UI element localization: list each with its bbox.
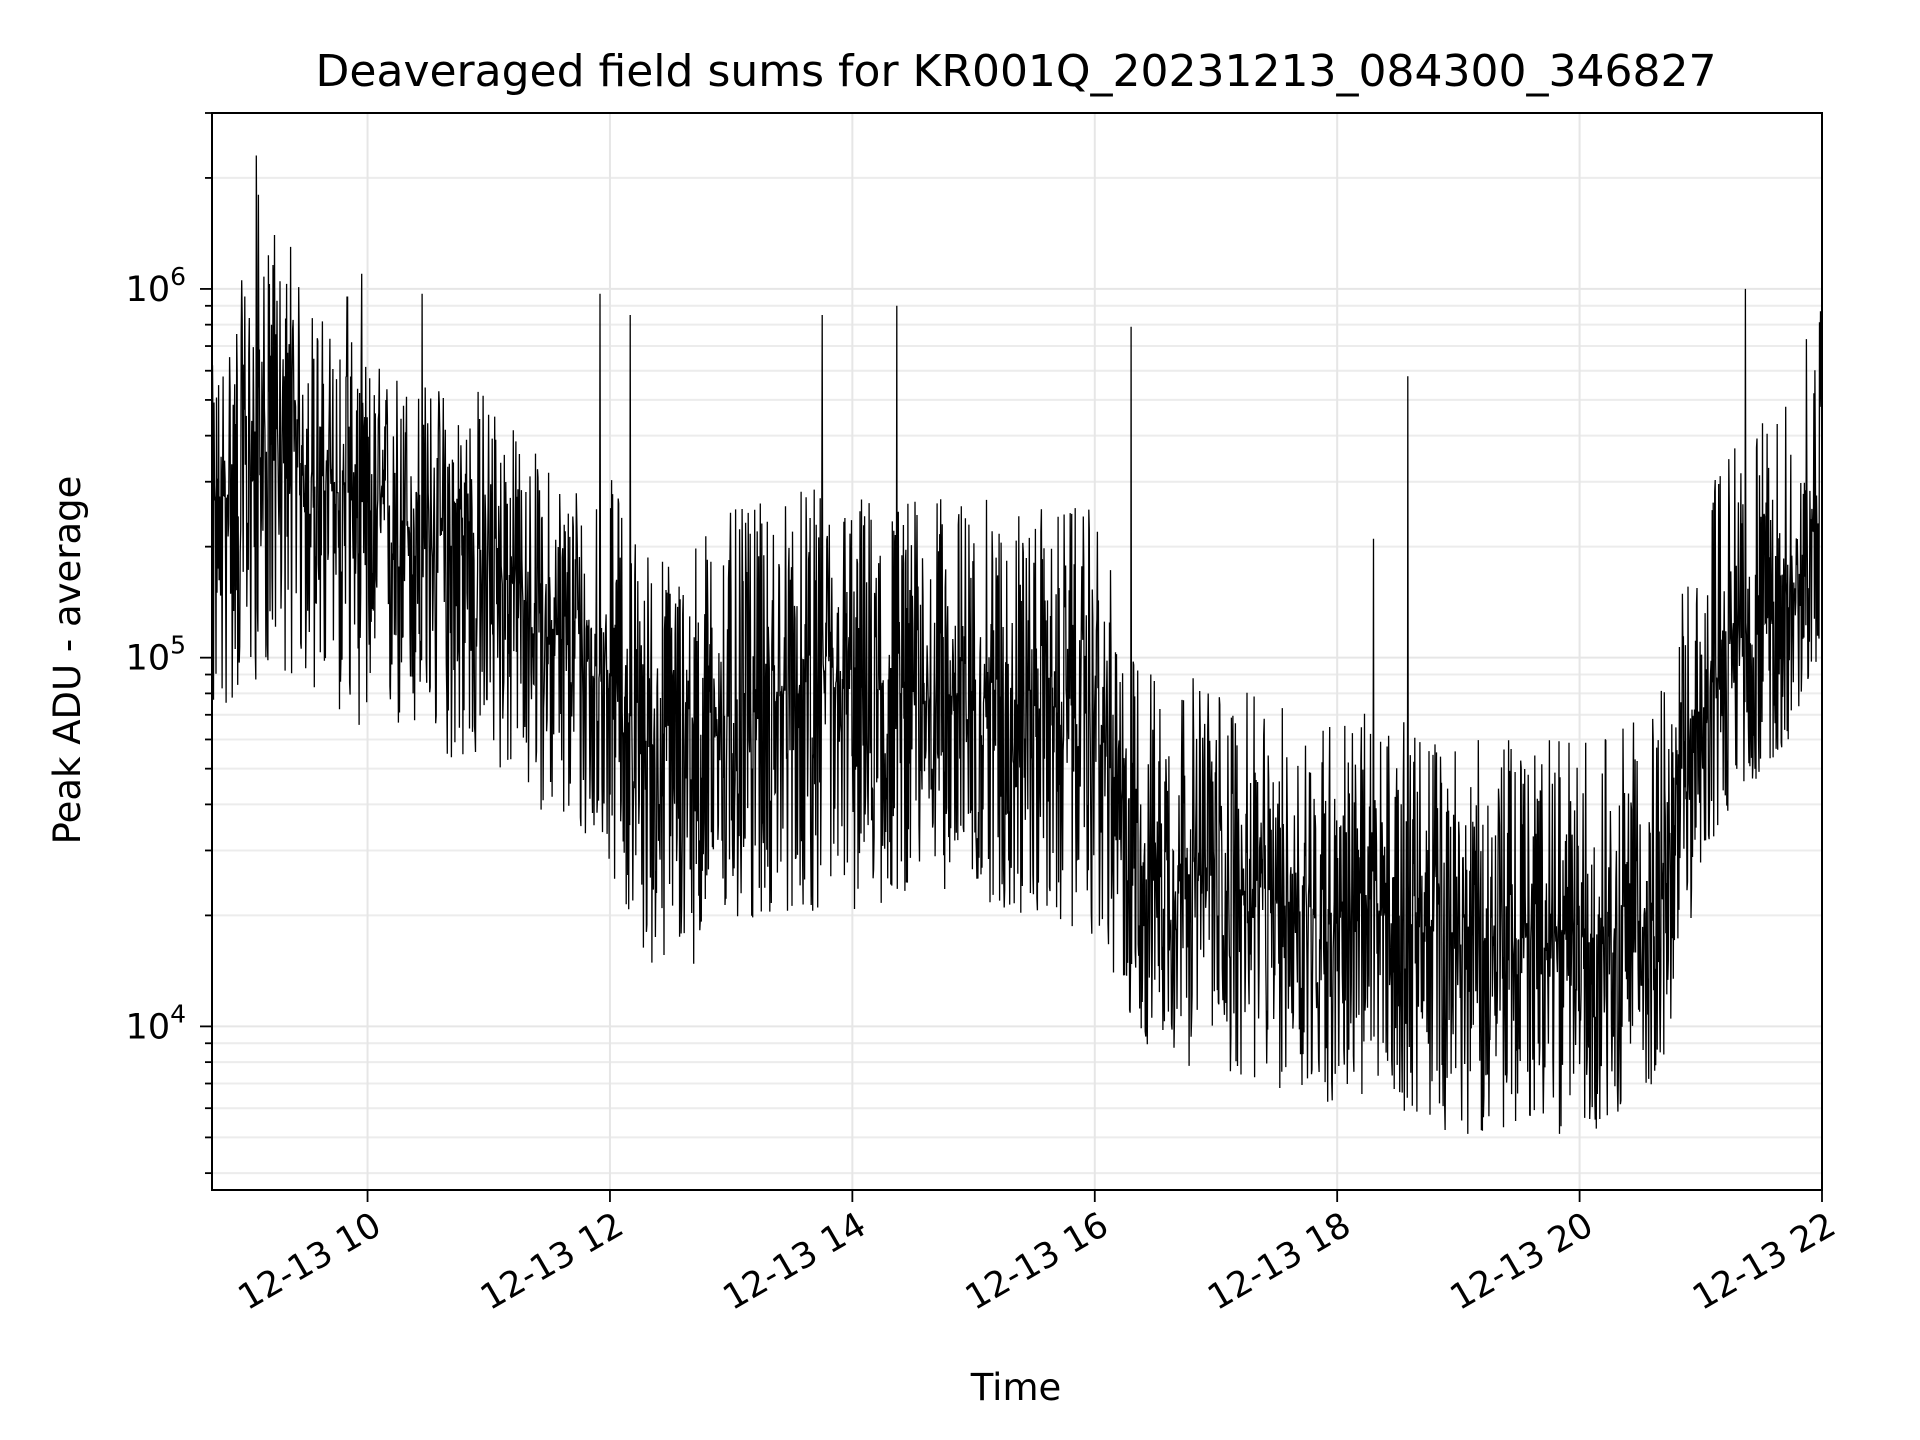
y-axis-label: Peak ADU - average (46, 476, 89, 845)
y-tick-label: 105 (126, 631, 186, 679)
chart-title: Deaveraged field sums for KR001Q_2023121… (316, 46, 1717, 97)
plot-frame (211, 112, 1823, 1191)
y-tick-label: 104 (126, 999, 186, 1047)
y-tick-label: 106 (126, 262, 186, 310)
series-line (211, 155, 1823, 1134)
y-axis-ticks: 104 105 106 (126, 112, 212, 1175)
plot-area (211, 155, 1823, 1134)
x-axis-label: Time (970, 1366, 1062, 1409)
